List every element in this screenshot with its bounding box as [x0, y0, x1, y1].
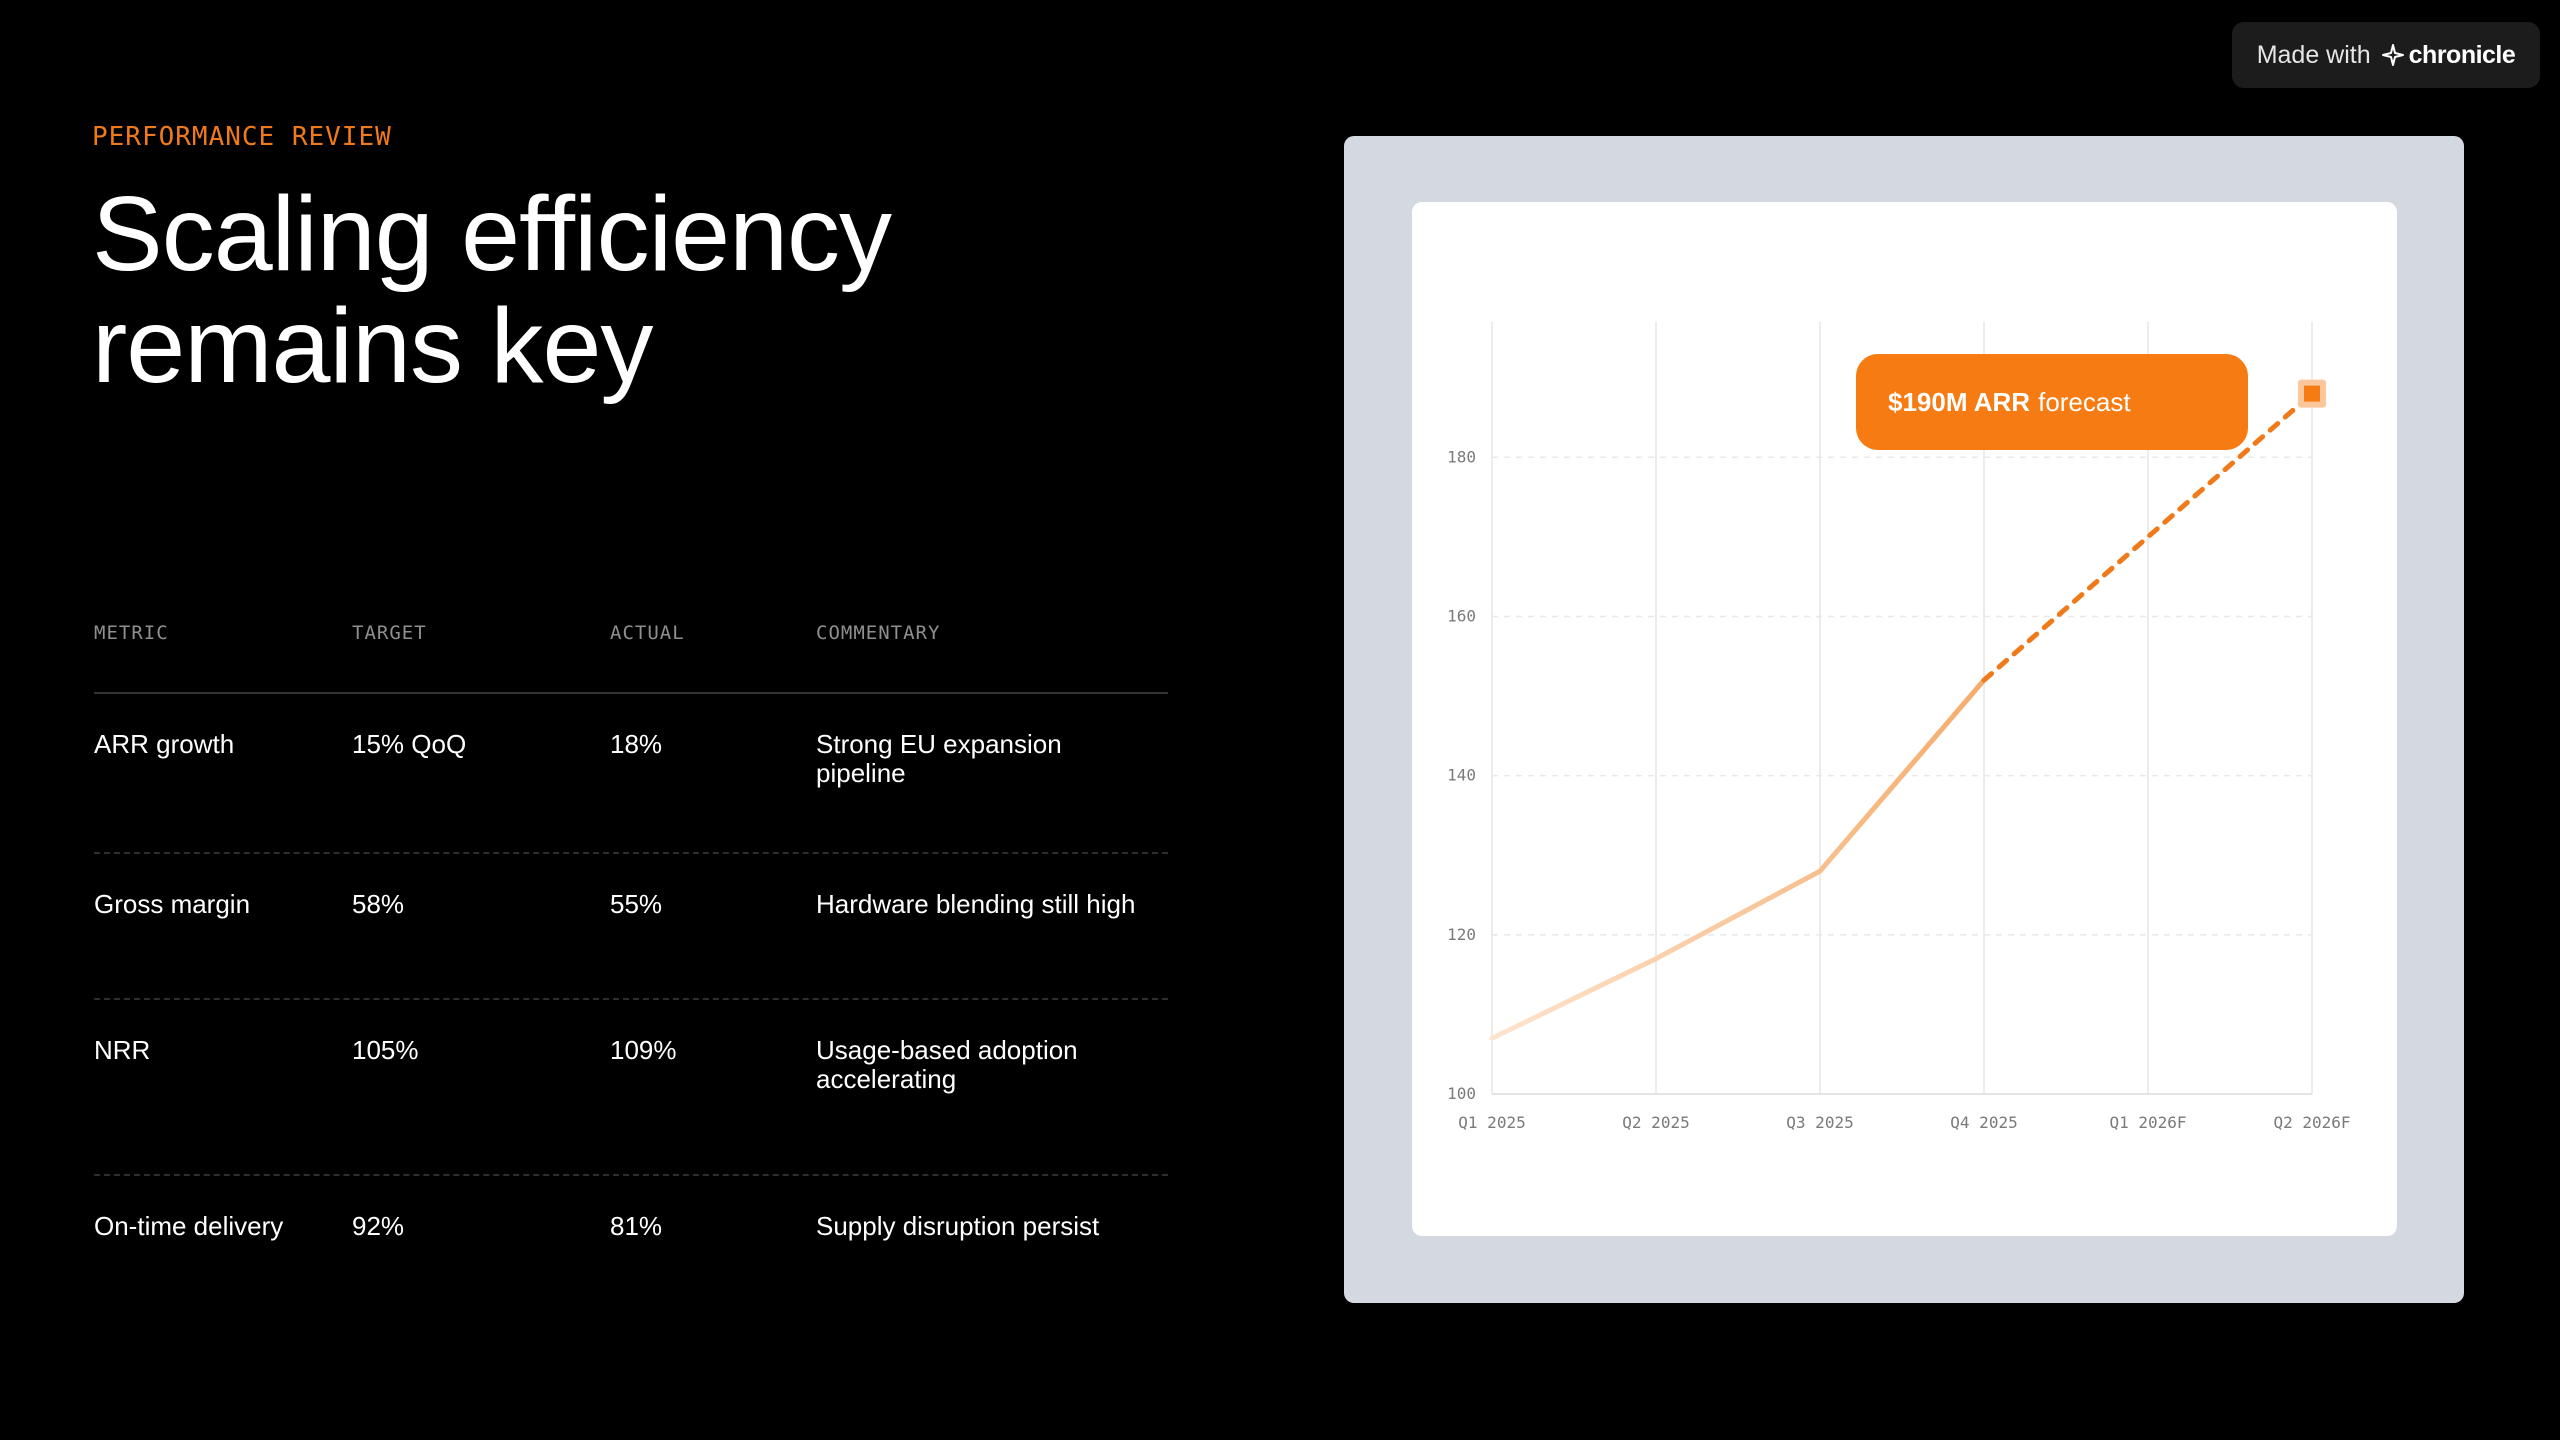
- arr-line-chart: 100 120 140 160 180 Q1 2025 Q2 2025 Q3 2025 Q4 2…: [1447, 322, 2351, 1132]
- forecast-series-line: [1981, 391, 2315, 683]
- cell-actual: 81%: [610, 1211, 663, 1241]
- y-tick-label: 160: [1447, 606, 1476, 625]
- page-title: Scaling efficiency remains key: [92, 175, 892, 405]
- table-row: NRR 105% 109% Usage-based adoption accel…: [94, 1000, 1168, 1176]
- header-metric: METRIC: [94, 622, 169, 644]
- actual-series-line: [1489, 677, 1987, 1041]
- y-tick-label: 140: [1447, 766, 1476, 785]
- y-tick-label: 120: [1447, 925, 1476, 944]
- badge-prefix: Made with: [2256, 40, 2371, 69]
- y-tick-label: 180: [1447, 447, 1476, 466]
- x-tick-label: Q4 2025: [1950, 1113, 2017, 1132]
- cell-commentary: Usage-based adoption accelerating: [816, 1035, 1078, 1094]
- header-target: TARGET: [352, 622, 427, 644]
- cell-commentary: Strong EU expansion pipeline: [816, 729, 1062, 788]
- cell-actual: 109%: [610, 1035, 677, 1065]
- callout-value: $190M ARR: [1888, 386, 2031, 417]
- table-header: METRIC TARGET ACTUAL COMMENTARY: [94, 600, 1168, 694]
- y-tick-label: 100: [1447, 1084, 1476, 1103]
- cell-target: 58%: [352, 889, 405, 919]
- cell-target: 92%: [352, 1211, 405, 1241]
- section-eyebrow: PERFORMANCE REVIEW: [92, 122, 392, 152]
- brand-name: chronicle: [2408, 40, 2516, 69]
- header-actual: ACTUAL: [610, 622, 685, 644]
- chart-frame: 100 120 140 160 180 Q1 2025 Q2 2025 Q3 2025 Q4 2…: [1344, 136, 2464, 1303]
- x-tick-label: Q2 2026F: [2273, 1113, 2350, 1132]
- table-row: On-time delivery 92% 81% Supply disrupti…: [94, 1176, 1168, 1316]
- header-commentary: COMMENTARY: [816, 622, 941, 644]
- x-tick-label: Q2 2025: [1622, 1113, 1689, 1132]
- made-with-badge[interactable]: Made with chronicle: [2232, 22, 2540, 88]
- cell-target: 105%: [352, 1035, 419, 1065]
- x-tick-label: Q1 2026F: [2109, 1113, 2186, 1132]
- brand-logo: chronicle: [2381, 41, 2516, 70]
- table-row: ARR growth 15% QoQ 18% Strong EU expansi…: [94, 694, 1168, 854]
- forecast-callout: $190M ARR forecast: [1856, 354, 2248, 450]
- cell-metric: ARR growth: [94, 729, 235, 759]
- x-tick-label: Q3 2025: [1786, 1113, 1853, 1132]
- performance-table: METRIC TARGET ACTUAL COMMENTARY ARR grow…: [94, 600, 1168, 1316]
- forecast-marker: [2304, 385, 2320, 402]
- table-row: Gross margin 58% 55% Hardware blending s…: [94, 854, 1168, 1000]
- cell-target: 15% QoQ: [352, 729, 467, 759]
- cell-metric: Gross margin: [94, 889, 251, 919]
- cell-actual: 55%: [610, 889, 663, 919]
- sparkle-icon: [2381, 44, 2404, 66]
- cell-actual: 18%: [610, 729, 663, 759]
- cell-metric: On-time delivery: [94, 1211, 284, 1241]
- chart-card: 100 120 140 160 180 Q1 2025 Q2 2025 Q3 2025 Q4 2…: [1412, 202, 2397, 1236]
- cell-commentary: Supply disruption persist: [816, 1211, 1100, 1241]
- x-tick-label: Q1 2025: [1458, 1113, 1525, 1132]
- callout-label: forecast: [2038, 386, 2131, 417]
- cell-commentary: Hardware blending still high: [816, 889, 1136, 919]
- cell-metric: NRR: [94, 1035, 151, 1065]
